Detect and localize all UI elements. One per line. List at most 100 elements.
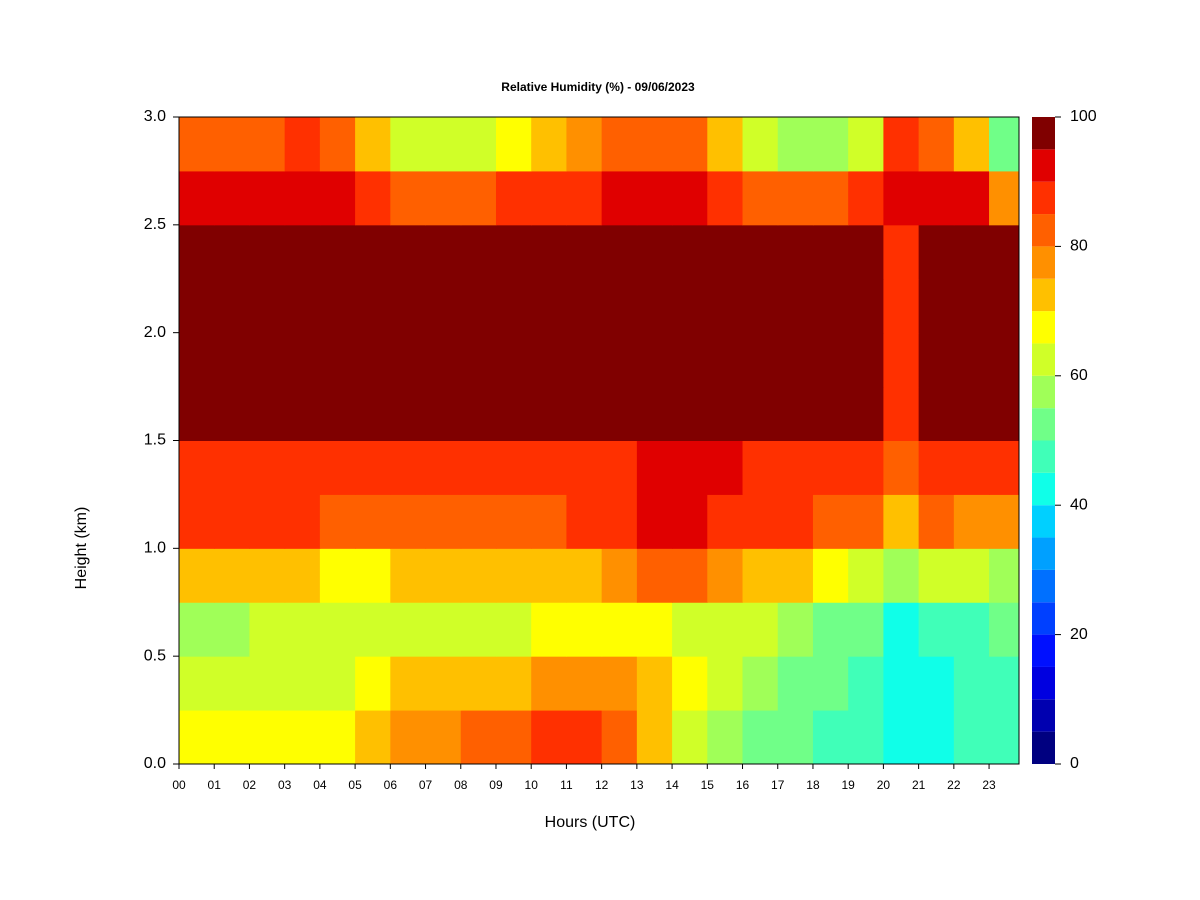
- heat-cell: [742, 494, 779, 549]
- heat-cell: [918, 548, 955, 603]
- colorbar-tick-label: 80: [1070, 238, 1088, 255]
- heat-cell: [214, 386, 250, 441]
- heat-cell: [214, 440, 250, 495]
- x-tick-label: 22: [947, 778, 961, 792]
- x-tick-label: 08: [454, 778, 468, 792]
- heat-cell: [636, 117, 673, 172]
- heat-cell: [672, 278, 708, 334]
- heat-cell: [531, 602, 567, 657]
- heat-cell: [989, 440, 1020, 495]
- heat-cell: [707, 494, 744, 549]
- heat-cell: [636, 656, 673, 711]
- heat-cell: [636, 710, 673, 765]
- heat-cell: [848, 656, 884, 711]
- heat-cell: [355, 332, 391, 388]
- heat-cell: [812, 440, 849, 495]
- heat-cell: [848, 548, 884, 603]
- heat-cell: [812, 494, 849, 549]
- heat-cell: [179, 224, 215, 280]
- heat-cell: [284, 117, 321, 172]
- x-tick-label: 16: [736, 778, 750, 792]
- heat-cell: [777, 656, 814, 711]
- heat-cell: [566, 278, 603, 334]
- colorbar-swatch: [1032, 246, 1055, 279]
- heat-cell: [918, 656, 955, 711]
- heat-cell: [812, 710, 849, 765]
- heat-cell: [319, 494, 356, 549]
- heat-cell: [989, 332, 1020, 388]
- heat-cell: [777, 602, 814, 657]
- heat-cell: [707, 278, 744, 334]
- heat-cell: [390, 440, 427, 495]
- heat-cell: [777, 170, 814, 226]
- heat-cell: [425, 224, 462, 280]
- heat-cell: [601, 710, 638, 765]
- colorbar-swatch: [1032, 602, 1055, 635]
- heat-cell: [460, 386, 497, 441]
- heat-cell: [742, 332, 779, 388]
- heat-cell: [707, 548, 744, 603]
- heat-cell: [460, 224, 497, 280]
- heat-cell: [214, 602, 250, 657]
- heat-cell: [214, 332, 250, 388]
- heat-cell: [777, 224, 814, 280]
- heat-cell: [707, 656, 744, 711]
- heat-cell: [953, 386, 990, 441]
- heat-cell: [812, 117, 849, 172]
- heat-cell: [918, 494, 955, 549]
- heat-cell: [390, 386, 427, 441]
- heat-cell: [636, 332, 673, 388]
- heat-cell: [777, 494, 814, 549]
- heat-cell: [636, 548, 673, 603]
- heat-cell: [883, 278, 920, 334]
- heat-cell: [777, 548, 814, 603]
- heat-cell: [812, 278, 849, 334]
- x-tick-label: 06: [384, 778, 398, 792]
- x-tick-label: 02: [243, 778, 257, 792]
- heat-cell: [707, 224, 744, 280]
- x-tick-label: 21: [912, 778, 926, 792]
- x-tick-label: 07: [419, 778, 433, 792]
- heat-cell: [495, 332, 532, 388]
- heat-cell: [319, 170, 356, 226]
- y-tick-label: 3.0: [144, 108, 166, 125]
- heat-cell: [566, 548, 603, 603]
- colorbar-tick-label: 100: [1070, 108, 1097, 125]
- heat-cell: [707, 170, 744, 226]
- heat-cell: [848, 602, 884, 657]
- heat-cell: [214, 117, 250, 172]
- heat-cell: [848, 494, 884, 549]
- heat-cell: [390, 494, 427, 549]
- heat-cell: [566, 117, 603, 172]
- heat-cell: [636, 224, 673, 280]
- heat-cell: [390, 548, 427, 603]
- heat-cell: [636, 170, 673, 226]
- heat-cell: [214, 170, 250, 226]
- heat-cell: [566, 440, 603, 495]
- heat-cell: [918, 602, 955, 657]
- x-tick-label: 23: [982, 778, 996, 792]
- heat-cell: [742, 440, 779, 495]
- heat-cell: [742, 386, 779, 441]
- heat-cell: [707, 602, 744, 657]
- heat-cell: [953, 278, 990, 334]
- heat-cell: [425, 494, 462, 549]
- heat-cell: [460, 278, 497, 334]
- heat-cell: [284, 656, 321, 711]
- heat-cell: [179, 332, 215, 388]
- heat-cell: [883, 332, 920, 388]
- heat-cell: [601, 117, 638, 172]
- heat-cell: [355, 494, 391, 549]
- heat-cell: [531, 656, 567, 711]
- heat-cell: [707, 117, 744, 172]
- heat-cell: [214, 656, 250, 711]
- heat-cell: [707, 440, 744, 495]
- heat-cell: [566, 656, 603, 711]
- heat-cell: [179, 710, 215, 765]
- heat-cell: [284, 548, 321, 603]
- heat-cell: [918, 440, 955, 495]
- heat-cell: [355, 278, 391, 334]
- heat-cell: [918, 117, 955, 172]
- colorbar-swatch: [1032, 311, 1055, 344]
- colorbar-swatch: [1032, 440, 1055, 473]
